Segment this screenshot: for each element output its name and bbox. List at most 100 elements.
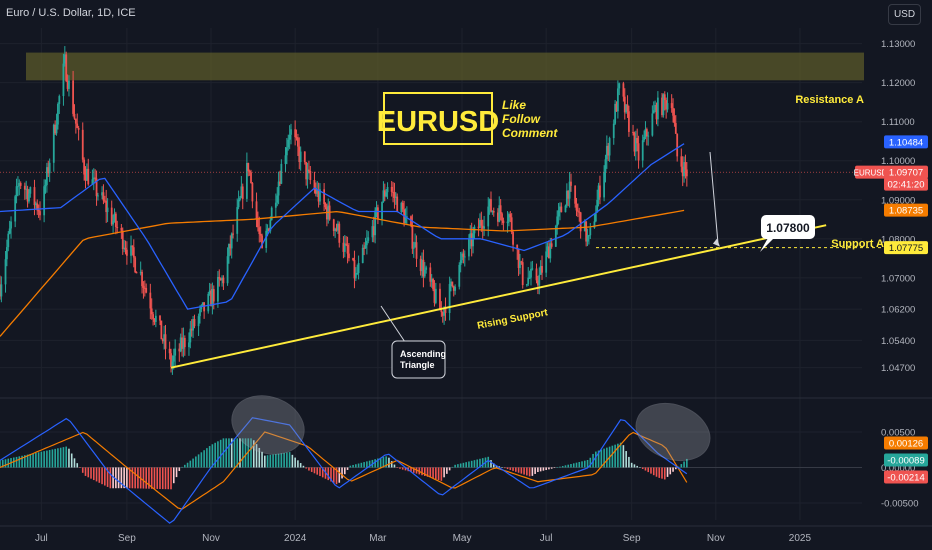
candle-body	[372, 226, 375, 236]
candle-body	[680, 156, 683, 167]
macd-histogram-bar	[647, 467, 650, 473]
macd-histogram-bar	[104, 467, 106, 486]
support-label: Support A	[831, 238, 884, 250]
candle-body	[295, 137, 298, 139]
candle-body	[277, 181, 280, 196]
candle-body	[212, 289, 215, 302]
macd-histogram-bar	[539, 467, 542, 472]
macd-histogram-bar	[589, 457, 592, 468]
candle-body	[390, 186, 393, 192]
macd-histogram-bar	[197, 454, 200, 468]
candle-body	[527, 277, 530, 285]
candle-body	[237, 199, 240, 208]
macd-hist-tag-text: 0.00126	[889, 439, 923, 450]
candle-body	[545, 251, 548, 273]
candle-body	[179, 337, 182, 352]
time-tick-label: 2024	[284, 533, 307, 544]
macd-histogram-bar	[619, 442, 622, 468]
candle-body	[139, 271, 142, 274]
promo-text: Like	[502, 98, 526, 112]
candle-body	[171, 361, 174, 368]
candle-body	[411, 225, 414, 249]
macd-histogram-bar	[437, 467, 440, 480]
candle-body	[674, 123, 677, 134]
candle-body	[685, 169, 688, 177]
macd-histogram-bar	[628, 456, 630, 468]
candle-body	[19, 183, 22, 186]
macd-histogram-bar	[250, 438, 252, 468]
candle-body	[583, 221, 586, 232]
candle-body	[539, 266, 542, 275]
macd-histogram-bar	[644, 467, 647, 471]
time-tick-label: Jul	[35, 533, 48, 544]
macd-histogram-bar	[650, 467, 652, 474]
macd-histogram-bar	[531, 467, 534, 476]
candle-body	[63, 54, 66, 64]
title-box	[383, 92, 493, 145]
macd-histogram-bar	[520, 467, 523, 474]
candle-body	[265, 230, 268, 248]
candle-body	[506, 221, 509, 224]
macd-histogram-bar	[321, 467, 324, 478]
ma-fast-line	[0, 143, 685, 310]
candle-body	[92, 177, 95, 180]
candle-body	[226, 256, 229, 284]
macd-histogram-bar	[655, 467, 658, 477]
currency-button[interactable]: USD	[888, 4, 921, 25]
macd-histogram-bar	[586, 459, 589, 468]
candle-body	[85, 168, 88, 181]
resistance-zone-rect	[26, 52, 864, 81]
macd-histogram-bar	[186, 462, 189, 468]
macd-histogram-bar	[526, 467, 528, 476]
macd-histogram-bar	[68, 448, 70, 468]
candle-body	[266, 228, 269, 231]
macd-histogram-bar	[481, 458, 484, 468]
candle-body	[182, 337, 185, 349]
macd-histogram-bar	[363, 462, 365, 468]
candle-body	[604, 159, 607, 172]
macd-histogram-bar	[426, 467, 429, 477]
macd-histogram-bar	[109, 467, 112, 489]
macd-histogram-bar	[228, 438, 230, 468]
macd-histogram-bar	[92, 467, 95, 481]
macd-histogram-bar	[12, 457, 15, 468]
macd-histogram-bar	[316, 467, 319, 475]
candle-body	[274, 202, 277, 208]
macd-histogram-bar	[374, 459, 376, 468]
macd-histogram-bar	[81, 467, 84, 473]
candle-body	[218, 277, 221, 279]
candle-body	[8, 228, 11, 234]
macd-histogram-bar	[264, 455, 266, 468]
macd-histogram-bar	[7, 458, 10, 468]
candle-body	[422, 259, 425, 277]
candle-body	[297, 137, 299, 147]
candle-body	[462, 253, 465, 257]
candle-body	[645, 129, 648, 137]
macd-histogram-bar	[564, 465, 567, 468]
macd-histogram-bar	[490, 460, 492, 468]
price-tick-label: 1.13000	[881, 39, 915, 50]
candle-body	[174, 348, 177, 356]
candle-body	[443, 307, 446, 316]
macd-histogram-bar	[319, 467, 321, 477]
candle-body	[458, 264, 461, 287]
candle-body	[241, 186, 244, 199]
candle-body	[419, 258, 422, 272]
macd-histogram-bar	[448, 467, 451, 471]
candle-body	[520, 261, 523, 263]
candle-body	[306, 169, 309, 180]
macd-histogram-bar	[211, 444, 214, 468]
candle-body	[496, 212, 499, 222]
macd-histogram-bar	[84, 467, 87, 476]
candle-body	[468, 238, 470, 257]
candle-body	[141, 271, 143, 287]
macd-histogram-bar	[255, 444, 258, 468]
macd-histogram-bar	[0, 460, 1, 468]
macd-histogram-bar	[410, 467, 412, 472]
candle-body	[325, 207, 328, 220]
candle-body	[188, 342, 190, 348]
candle-body	[365, 240, 368, 246]
candle-body	[556, 216, 559, 226]
macd-histogram-bar	[24, 455, 26, 468]
candle-body	[502, 220, 505, 224]
